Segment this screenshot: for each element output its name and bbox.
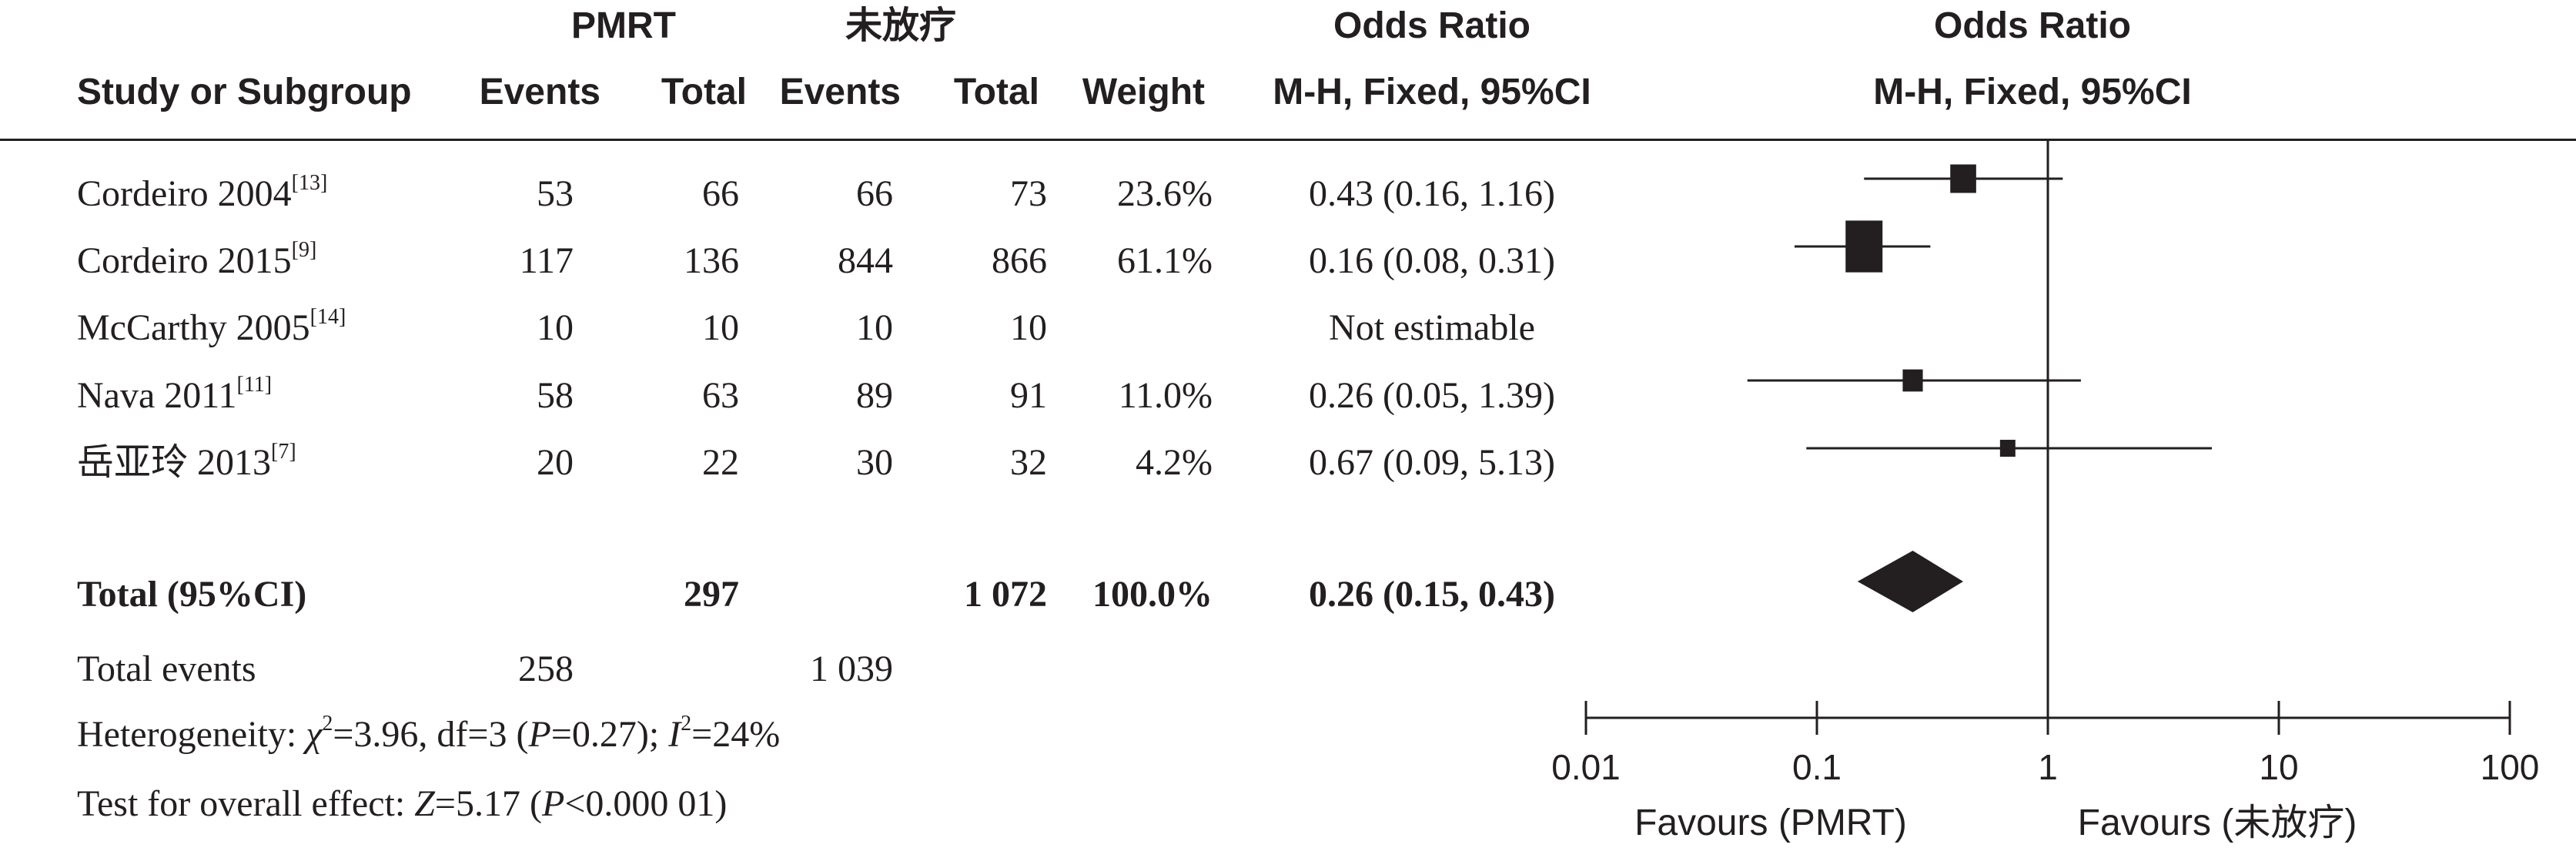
group1-header: PMRT (571, 5, 676, 46)
study-point-square (1845, 220, 1883, 273)
col-weight-header: Weight (1082, 72, 1205, 112)
favours-left-label: Favours (PMRT) (1634, 803, 1907, 843)
cell-total1: 66 (702, 173, 739, 214)
study-point-square (1902, 369, 1923, 392)
cell-events2: 89 (856, 375, 893, 416)
header-rule (0, 139, 2576, 141)
cell-weight: 11.0% (1118, 375, 1213, 416)
favours-right-label: Favours (未放疗) (2077, 803, 2357, 843)
cell-events2: 10 (856, 307, 893, 348)
col-total2-header: Total (953, 72, 1039, 112)
study-name: Nava 2011[11] (77, 373, 273, 416)
x-tick-label: 0.1 (1792, 747, 1842, 787)
total-events2: 1 039 (810, 649, 893, 689)
cell-events1: 53 (537, 173, 574, 214)
col-total1-header: Total (661, 72, 747, 112)
overall-effect-text: Test for overall effect: Z=5.17 (P<0.000… (77, 783, 728, 824)
total-ci: 0.26 (0.15, 0.43) (1309, 574, 1555, 615)
cell-events1: 58 (537, 375, 574, 416)
or-column-title: Odds Ratio (1333, 5, 1531, 46)
pooled-effect-diamond (1857, 551, 1964, 612)
cell-events2: 30 (856, 442, 893, 483)
cell-weight: 23.6% (1117, 173, 1213, 214)
cell-ci: 0.16 (0.08, 0.31) (1309, 240, 1555, 281)
total-total1: 297 (684, 574, 739, 615)
x-tick-label: 10 (2259, 747, 2298, 787)
study-point-square (1999, 440, 2016, 457)
total-total2: 1 072 (964, 574, 1047, 615)
x-tick-label: 100 (2481, 747, 2540, 787)
study-name: 岳亚玲 2013[7] (77, 440, 296, 483)
cell-events2: 844 (838, 240, 893, 281)
cell-total2: 73 (1010, 173, 1047, 214)
group2-header: 未放疗 (845, 5, 956, 46)
study-name: McCarthy 2005[14] (77, 305, 346, 348)
total-events-label: Total events (77, 649, 256, 689)
cell-total2: 10 (1010, 307, 1047, 348)
cell-total1: 63 (702, 375, 739, 416)
heterogeneity-text: Heterogeneity: χ2=3.96, df=3 (P=0.27); I… (77, 712, 781, 755)
study-name: Cordeiro 2004[13] (77, 171, 328, 214)
study-name: Cordeiro 2015[9] (77, 238, 317, 281)
x-tick-label: 0.01 (1551, 747, 1621, 787)
cell-ci: 0.43 (0.16, 1.16) (1309, 173, 1555, 214)
or-method-header: M-H, Fixed, 95%CI (1273, 72, 1591, 112)
cell-total2: 866 (992, 240, 1047, 281)
total-events1: 258 (518, 649, 574, 689)
cell-total2: 91 (1010, 375, 1047, 416)
total-weight: 100.0% (1092, 574, 1213, 615)
cell-weight: 4.2% (1136, 442, 1213, 483)
cell-total1: 10 (702, 307, 739, 348)
cell-ci: 0.67 (0.09, 5.13) (1309, 442, 1555, 483)
cell-events1: 20 (537, 442, 574, 483)
study-point-square (1950, 164, 1976, 193)
cell-weight: 61.1% (1117, 240, 1213, 281)
cell-events1: 10 (537, 307, 574, 348)
col-events1-header: Events (479, 72, 601, 112)
cell-total2: 32 (1010, 442, 1047, 483)
x-tick-label: 1 (2038, 747, 2058, 787)
cell-events1: 117 (519, 240, 574, 281)
cell-ci: Not estimable (1329, 307, 1535, 348)
plot-title: Odds Ratio (1933, 5, 2131, 46)
cell-events2: 66 (856, 173, 893, 214)
col-study-header: Study or Subgroup (77, 72, 412, 112)
plot-method-header: M-H, Fixed, 95%CI (1873, 72, 2192, 112)
total-label: Total (95%CI) (77, 574, 307, 615)
cell-total1: 22 (702, 442, 739, 483)
cell-ci: 0.26 (0.05, 1.39) (1309, 375, 1555, 416)
cell-total1: 136 (684, 240, 739, 281)
col-events2-header: Events (779, 72, 901, 112)
